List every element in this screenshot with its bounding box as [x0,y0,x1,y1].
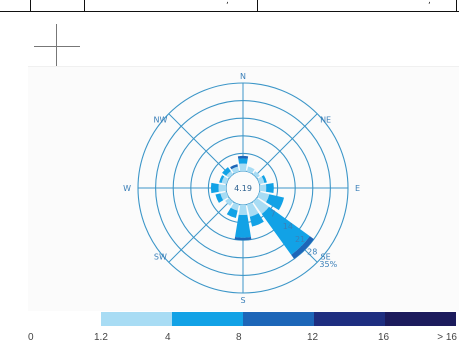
direction-label: NE [320,115,331,124]
petal-segment [231,166,240,174]
legend-tick-label: 8 [236,332,242,343]
petal-segment [218,184,227,192]
table-divider [30,0,31,11]
ring-label: 35% [319,260,337,269]
petal-segment [261,175,267,183]
table-fragment: , , [0,0,459,12]
direction-label: S [240,296,245,305]
table-divider [257,0,258,11]
legend-swatch [385,312,456,326]
direction-label: SW [154,253,167,262]
petal-segment [238,204,248,216]
spoke-line [254,113,318,177]
legend-swatch [101,312,172,326]
direction-label: SE [321,253,331,262]
legend-tick-label: 16 [378,332,390,343]
petal-segment [252,171,260,179]
petal-segment [215,193,224,203]
petal-segment [259,184,267,192]
petal-segment [230,164,238,170]
legend-swatch [314,312,385,326]
legend-tick-label: 12 [307,332,319,343]
petal-segment [291,236,314,259]
petal-segment [219,175,225,183]
petal-segment [249,213,264,227]
direction-label: E [355,184,360,193]
petal-segment [234,237,252,241]
petal-segment [221,176,229,185]
petal-segment [246,202,259,217]
speed-legend-bar [30,312,456,326]
spoke-line [168,113,232,177]
crosshair-icon[interactable] [34,24,80,70]
petal-segment [220,191,229,201]
table-divider [84,0,85,11]
legend-swatch [243,312,314,326]
petal-segment [210,182,219,194]
ring-label: 28 [307,247,317,256]
calm-percentage-label: 4.19 [234,184,252,193]
petal-segment [226,207,238,219]
direction-label: W [123,184,131,193]
petal-segment [237,155,249,159]
direction-label: NW [153,115,167,124]
petal-segment [261,206,310,255]
ring-label: 21 [295,235,305,244]
table-cell: , [226,0,229,6]
petal-segment [238,158,248,164]
petal-segment [257,176,265,185]
petal-segment [222,167,231,176]
petal-segment [252,197,270,215]
legend-swatch [30,312,101,326]
petal-segment [266,194,285,211]
petal-segment [225,197,234,206]
legend-tick-label: 0 [28,332,34,343]
legend-tick-label: 1.2 [94,332,108,343]
legend-swatch [172,312,243,326]
petal-segment [239,163,247,172]
direction-label: N [240,72,246,81]
petal-segment [246,166,255,174]
petal-segment [235,214,251,238]
spoke-line [168,199,232,263]
petal-segment [230,202,240,211]
legend-tick-label: > 16 [437,332,457,343]
table-cell: , [428,0,431,6]
petal-segment [226,171,234,179]
chart-panel: 7 14 21 28 35% N NE E SE S SW W NW 4.19 [28,66,459,311]
ring-label: 14 [283,222,293,231]
table-divider [456,0,457,11]
ring-label: 7 [271,209,276,218]
legend-tick-label: 4 [165,332,171,343]
petal-segment [265,183,274,193]
petal-segment [257,191,270,203]
speed-legend-labels: 0 1.2 4 8 12 16 > 16 [0,332,459,348]
